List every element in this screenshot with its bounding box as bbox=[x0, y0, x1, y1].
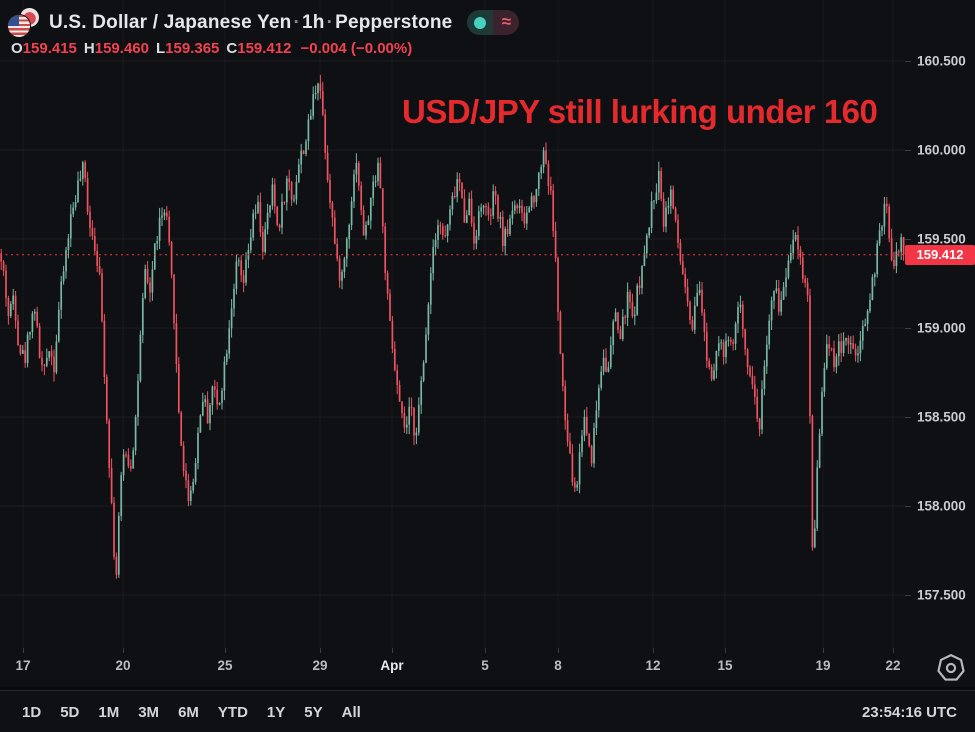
close-label: C bbox=[226, 40, 238, 57]
price-tick-label: 158.000 bbox=[917, 498, 966, 514]
symbol-name: U.S. Dollar / Japanese Yen bbox=[49, 11, 292, 33]
time-tick-label: 17 bbox=[15, 658, 31, 673]
market-status-button[interactable] bbox=[467, 10, 494, 35]
price-tick-mark bbox=[905, 150, 911, 151]
time-tick-mark bbox=[320, 648, 321, 653]
price-tick-label: 160.500 bbox=[917, 53, 966, 69]
low-value: 159.365 bbox=[165, 40, 220, 57]
market-status-dot-icon bbox=[474, 16, 487, 29]
price-tick-mark bbox=[905, 506, 911, 507]
price-tick-mark bbox=[905, 417, 911, 418]
high-value: 159.460 bbox=[94, 40, 149, 57]
time-tick-mark bbox=[123, 648, 124, 653]
range-button-6m[interactable]: 6M bbox=[178, 703, 199, 721]
symbol-header: U.S. Dollar / Japanese Yen · 1h · Pepperston… bbox=[8, 8, 520, 37]
range-button-5d[interactable]: 5D bbox=[60, 703, 80, 721]
status-pill: ≈ bbox=[467, 10, 520, 35]
price-tick-mark bbox=[905, 328, 911, 329]
range-selector: 1D 5D 1M 3M 6M YTD 1Y 5Y All bbox=[0, 702, 361, 723]
symbol-title: U.S. Dollar / Japanese Yen · 1h · Pepperston… bbox=[49, 12, 452, 34]
last-price-badge: 159.412 bbox=[905, 244, 975, 265]
range-button-1y[interactable]: 1Y bbox=[266, 703, 286, 721]
instrument-eye-icon[interactable] bbox=[936, 653, 966, 683]
range-button-3m[interactable]: 3M bbox=[138, 703, 160, 721]
time-tick-mark bbox=[893, 648, 894, 653]
close-value: 159.412 bbox=[237, 40, 292, 57]
time-tick-label: 25 bbox=[217, 658, 233, 673]
bottom-toolbar: 1D 5D 1M 3M 6M YTD 1Y 5Y All 23:54:16 UTC bbox=[0, 690, 975, 732]
time-tick-label: 12 bbox=[645, 658, 661, 673]
price-tick-label: 159.000 bbox=[917, 320, 966, 336]
us-flag-icon bbox=[8, 15, 30, 37]
time-tick-mark bbox=[225, 648, 226, 653]
time-tick-label: 15 bbox=[717, 658, 733, 673]
time-tick-mark bbox=[725, 648, 726, 653]
time-tick-mark bbox=[653, 648, 654, 653]
price-tick-mark bbox=[905, 61, 911, 62]
chart-plot-area[interactable] bbox=[0, 0, 905, 648]
time-tick-mark bbox=[485, 648, 486, 653]
high-label: H bbox=[83, 40, 95, 57]
open-value: 159.415 bbox=[22, 40, 77, 57]
time-tick-mark bbox=[23, 648, 24, 653]
time-tick-mark bbox=[392, 648, 393, 653]
time-tick-label: 8 bbox=[554, 658, 562, 673]
approx-wave-icon: ≈ bbox=[501, 12, 512, 31]
price-tick-mark bbox=[905, 239, 911, 240]
low-label: L bbox=[155, 40, 166, 57]
price-tick-label: 158.500 bbox=[917, 409, 966, 425]
time-tick-label: Apr bbox=[380, 658, 404, 673]
time-axis[interactable]: 17 20 25 29 Apr 5 8 12 15 19 22 bbox=[0, 648, 905, 688]
time-tick-label: 5 bbox=[481, 658, 489, 673]
price-tick-label: 159.500 bbox=[917, 231, 966, 247]
separator-dot: · bbox=[293, 11, 300, 33]
utc-clock: 23:54:16 UTC bbox=[861, 703, 957, 721]
broker-label: Pepperstone bbox=[335, 11, 453, 33]
time-tick-label: 19 bbox=[815, 658, 831, 673]
chart-annotation-text: USD/JPY still lurking under 160 bbox=[402, 93, 878, 130]
range-button-ytd[interactable]: YTD bbox=[217, 703, 248, 721]
price-axis[interactable]: 159.412 160.500 160.000 159.500 159.000 158.… bbox=[905, 0, 975, 648]
time-tick-mark bbox=[558, 648, 559, 653]
range-button-all[interactable]: All bbox=[341, 703, 361, 721]
approx-data-button[interactable]: ≈ bbox=[493, 10, 520, 35]
time-tick-label: 20 bbox=[115, 658, 131, 673]
time-tick-label: 22 bbox=[885, 658, 901, 673]
time-tick-mark bbox=[823, 648, 824, 653]
ohlc-readout: O159.415 H159.460 L159.365 C159.412 −0.004 (… bbox=[11, 40, 412, 57]
open-label: O bbox=[11, 40, 23, 57]
candles bbox=[0, 74, 905, 579]
interval-label: 1h bbox=[302, 11, 325, 33]
range-button-1d[interactable]: 1D bbox=[22, 703, 42, 721]
price-tick-label: 157.500 bbox=[917, 587, 966, 603]
change-value: −0.004 (−0.00%) bbox=[300, 40, 413, 57]
range-button-5y[interactable]: 5Y bbox=[304, 703, 323, 721]
price-tick-mark bbox=[905, 595, 911, 596]
range-button-1m[interactable]: 1M bbox=[98, 703, 120, 721]
time-tick-label: 29 bbox=[312, 658, 328, 673]
usdjpy-pair-flag-icon bbox=[8, 8, 40, 37]
price-tick-label: 160.000 bbox=[917, 142, 966, 158]
separator-dot: · bbox=[326, 11, 334, 33]
candlestick-chart bbox=[0, 60, 905, 596]
